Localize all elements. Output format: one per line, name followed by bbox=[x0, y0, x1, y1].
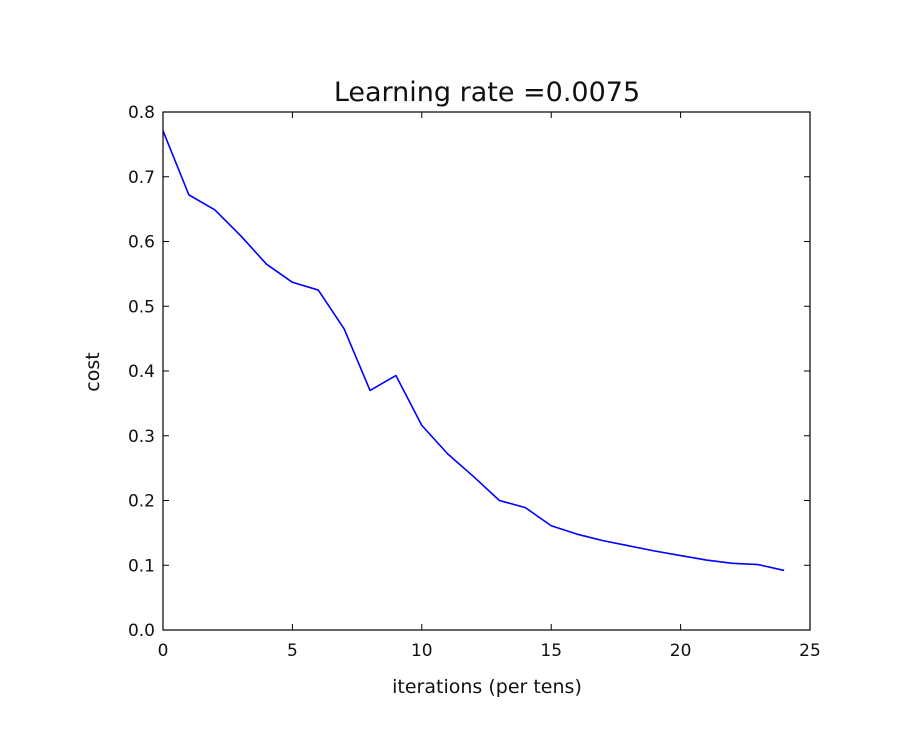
y-tick-label: 0.4 bbox=[128, 362, 155, 382]
x-tick-label: 15 bbox=[540, 641, 562, 661]
y-tick-label: 0.0 bbox=[128, 621, 155, 641]
y-tick-label: 0.1 bbox=[128, 556, 155, 576]
y-tick-label: 0.7 bbox=[128, 168, 155, 188]
x-tick-label: 0 bbox=[158, 641, 169, 661]
y-tick-label: 0.6 bbox=[128, 233, 155, 253]
x-axis-title: iterations (per tens) bbox=[392, 676, 582, 698]
x-tick-label: 20 bbox=[670, 641, 692, 661]
ticks-layer: 0 5 10 15 20 25 0.0 0.1 0.2 0.3 0.4 0.5 0.6 0.7 0.8 bbox=[128, 103, 821, 661]
x-tick-label: 10 bbox=[411, 641, 433, 661]
series-layer bbox=[162, 130, 785, 572]
y-tick-label: 0.3 bbox=[128, 427, 155, 447]
x-tick-label: 25 bbox=[799, 641, 821, 661]
x-tick-label: 5 bbox=[287, 641, 298, 661]
y-tick-label: 0.8 bbox=[128, 103, 155, 123]
y-axis-title: cost bbox=[82, 352, 104, 391]
y-tick-label: 0.2 bbox=[128, 492, 155, 512]
chart-title: Learning rate =0.0075 bbox=[334, 77, 640, 108]
series-line bbox=[162, 130, 785, 572]
plot-frame bbox=[162, 111, 811, 631]
y-tick-label: 0.5 bbox=[128, 297, 155, 317]
